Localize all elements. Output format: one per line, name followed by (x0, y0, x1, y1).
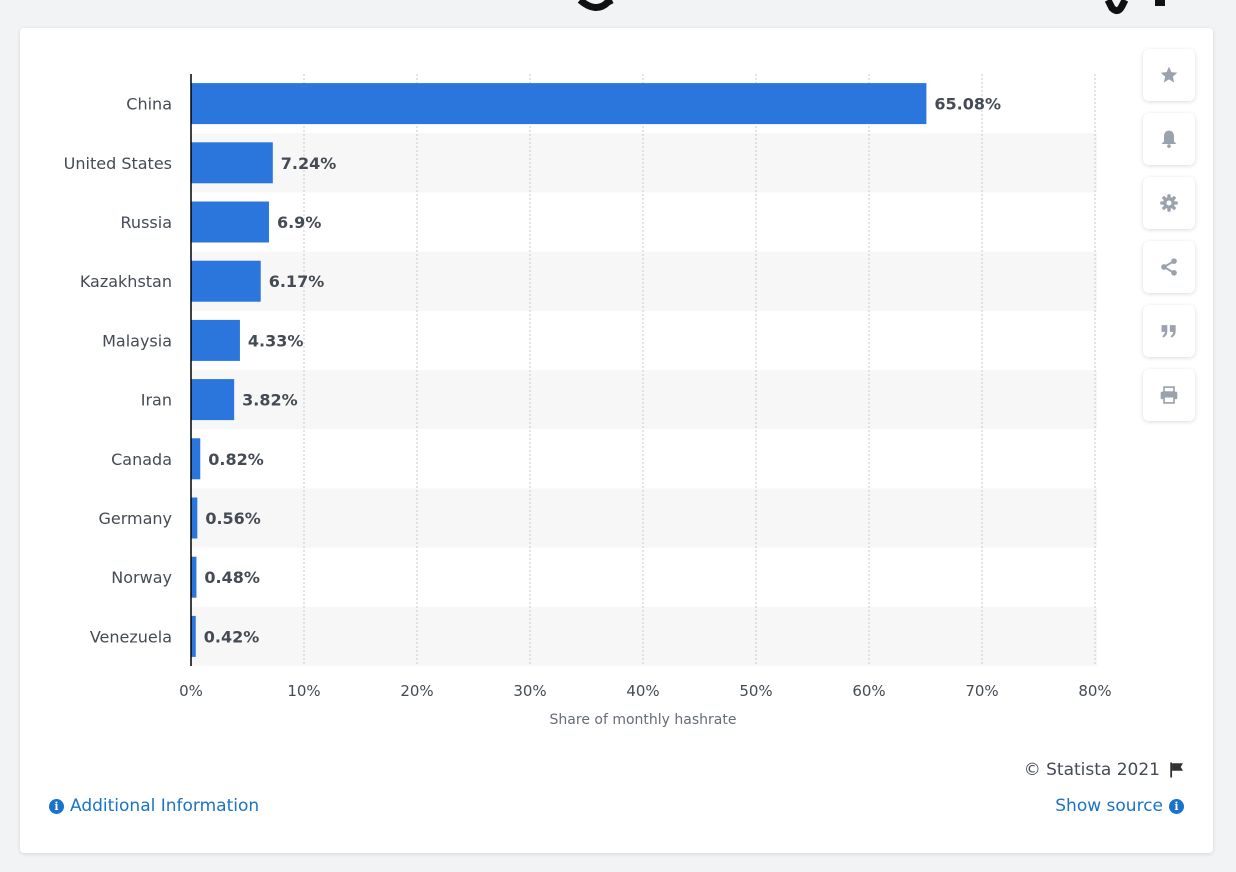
value-label: 65.08% (934, 95, 1001, 114)
value-label: 0.42% (204, 627, 260, 646)
x-tick-label: 60% (852, 682, 885, 700)
value-label: 0.82% (208, 450, 264, 469)
category-label: Canada (111, 450, 172, 469)
print-icon (1160, 386, 1178, 404)
category-label: United States (64, 154, 172, 173)
row-stripe (191, 488, 1097, 548)
category-label: Iran (141, 391, 172, 410)
additional-information-link[interactable]: i Additional Information (49, 796, 259, 816)
category-label: Russia (121, 213, 172, 232)
bar (191, 556, 197, 598)
x-tick-label: 50% (739, 682, 772, 700)
x-tick-label: 20% (400, 682, 433, 700)
print-button[interactable] (1143, 369, 1195, 421)
category-label: Norway (111, 568, 172, 587)
cite-button[interactable] (1143, 305, 1195, 357)
x-axis-title: Share of monthly hashrate (550, 712, 737, 728)
value-label: 4.33% (248, 331, 304, 350)
info-icon: i (1169, 798, 1184, 814)
bar (191, 83, 927, 125)
bar (191, 319, 240, 361)
settings-button[interactable] (1143, 177, 1195, 229)
value-label: 3.82% (242, 391, 298, 410)
category-label: Kazakhstan (80, 272, 172, 291)
row-stripe (191, 606, 1097, 666)
flag-icon[interactable] (1168, 761, 1186, 779)
bar (191, 201, 269, 243)
title-strip-cropped (0, 0, 1236, 28)
show-source-link[interactable]: Show source i (1055, 796, 1184, 816)
favorite-button[interactable] (1143, 49, 1195, 101)
bar (191, 497, 198, 539)
category-label: Germany (98, 509, 172, 528)
bar (191, 438, 201, 480)
additional-information-label: Additional Information (70, 796, 260, 816)
x-tick-label: 80% (1078, 682, 1111, 700)
x-tick-label: 70% (965, 682, 998, 700)
bar (191, 615, 196, 657)
row-stripe (191, 370, 1097, 430)
x-tick-label: 30% (513, 682, 546, 700)
info-icon: i (49, 798, 64, 814)
bar (191, 379, 235, 421)
cropped-title-fragment (577, 0, 1165, 15)
star-icon (1160, 66, 1178, 83)
row-stripe (191, 251, 1097, 311)
show-source-label: Show source (1055, 796, 1163, 816)
copyright-text: © Statista 2021 (1023, 760, 1160, 780)
category-label: China (126, 95, 172, 114)
row-stripe (191, 133, 1097, 193)
value-label: 6.17% (269, 272, 325, 291)
bar-chart: China 65.08% United States 7.24% Russia 6.9% K… (64, 74, 1112, 728)
value-label: 6.9% (277, 213, 321, 232)
bar (191, 142, 273, 184)
quote-icon (1161, 325, 1176, 338)
category-label: Malaysia (102, 331, 172, 350)
bar (191, 260, 261, 302)
x-tick-label: 40% (626, 682, 659, 700)
value-label: 7.24% (281, 154, 337, 173)
gear-icon (1160, 194, 1178, 212)
category-label: Venezuela (90, 627, 172, 646)
chart-card: China 65.08% United States 7.24% Russia 6.9% K… (20, 28, 1213, 853)
x-tick-label: 0% (179, 682, 203, 700)
share-button[interactable] (1143, 241, 1195, 293)
action-toolbar (1143, 49, 1195, 433)
bell-icon (1161, 130, 1177, 148)
copyright: © Statista 2021 (1024, 760, 1186, 780)
x-tick-label: 10% (287, 682, 320, 700)
value-label: 0.48% (204, 568, 260, 587)
notification-button[interactable] (1143, 113, 1195, 165)
share-icon (1161, 258, 1177, 276)
value-label: 0.56% (205, 509, 261, 528)
